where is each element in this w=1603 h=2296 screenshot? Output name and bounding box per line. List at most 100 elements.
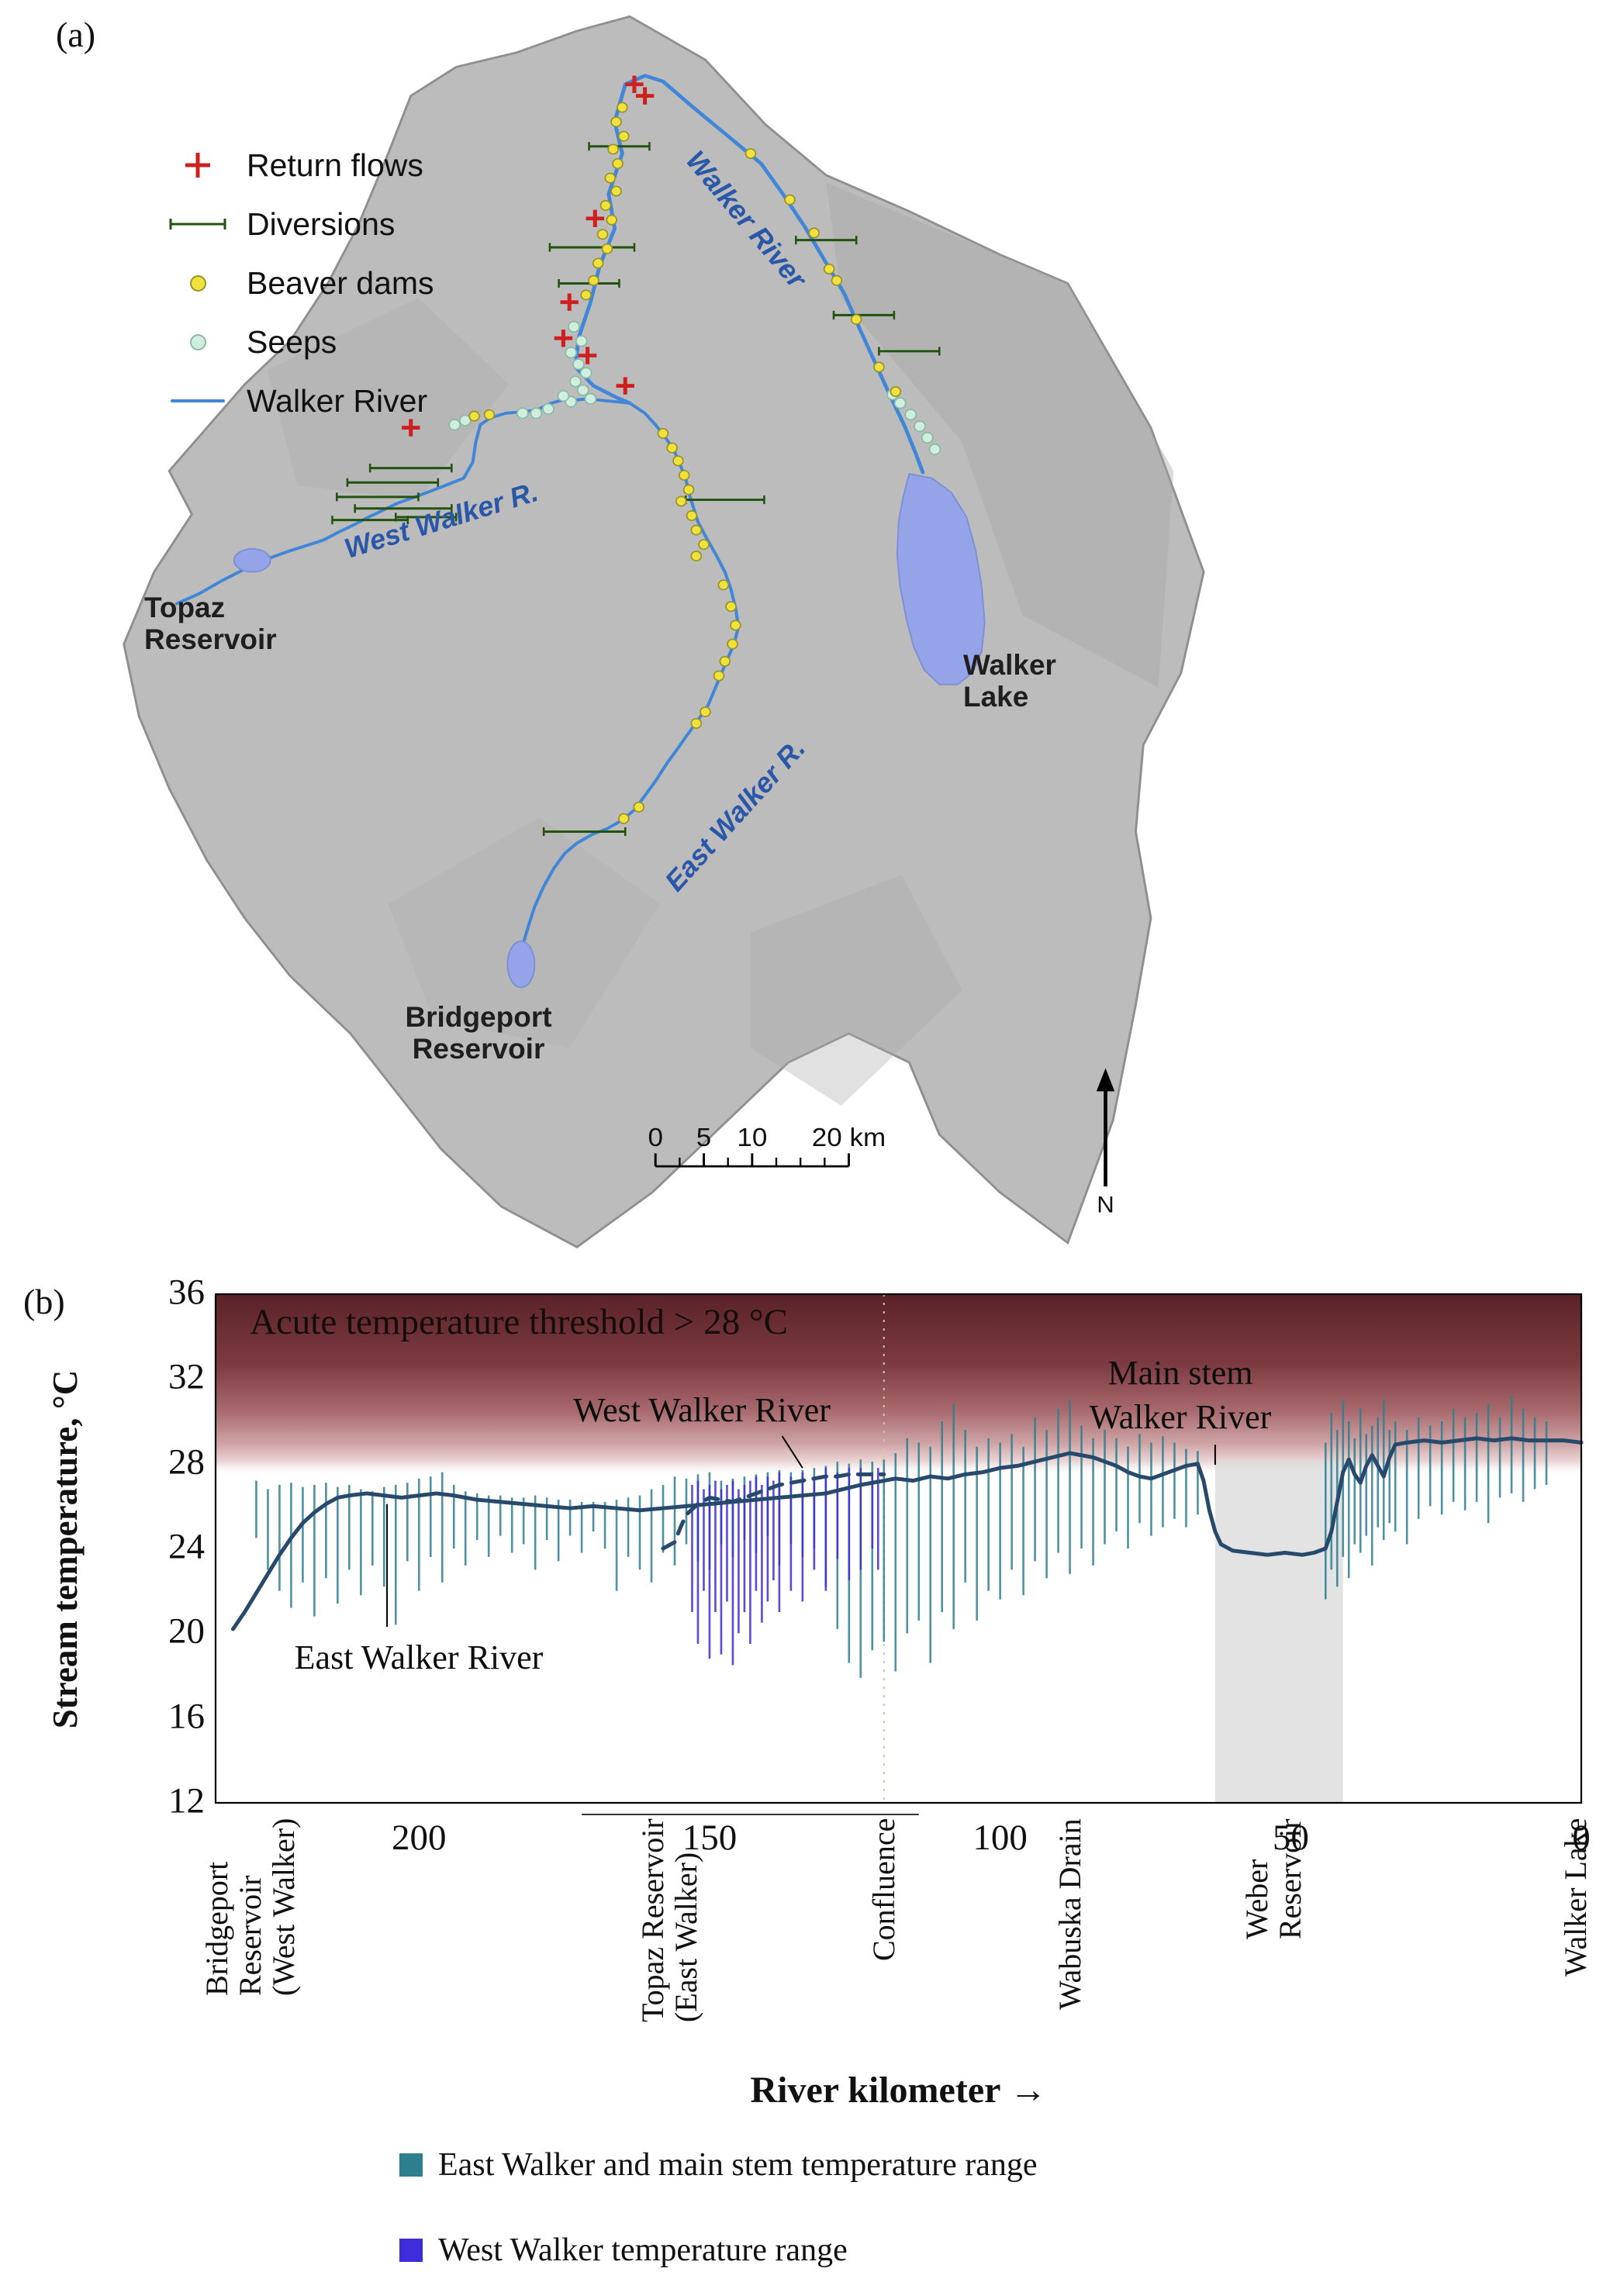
label-topaz-reservoir: Topaz Reservoir <box>144 592 277 656</box>
beaver-dam-marker <box>686 510 698 522</box>
seep-marker <box>557 390 570 402</box>
beaver-dam-marker <box>823 263 835 274</box>
beaver-dam-marker <box>727 638 738 650</box>
seep-marker <box>448 419 461 431</box>
walker-lake <box>896 472 986 685</box>
return-flow-icon <box>168 148 228 182</box>
beaver-dam-marker <box>580 289 592 301</box>
seep-marker <box>921 432 934 444</box>
legend-item-diversions: Diversions <box>168 206 434 242</box>
beaver-dam-marker <box>831 274 843 286</box>
chart-legend: East Walker and main stem temperature ra… <box>399 2146 1038 2269</box>
beaver-dam-marker <box>592 257 604 269</box>
seep-marker <box>568 320 580 333</box>
west-range-swatch <box>399 2239 423 2262</box>
beaver-dam-marker <box>682 484 695 495</box>
beaver-dam-marker <box>850 314 862 325</box>
beaver-dam-marker <box>890 386 902 398</box>
y-tick-label: 28 <box>168 1441 205 1482</box>
y-tick-label: 24 <box>168 1526 205 1567</box>
beaver-dam-marker <box>607 143 619 155</box>
legend-label: Walker River <box>247 382 428 419</box>
beaver-dam-marker <box>808 227 820 239</box>
beaver-dam-marker <box>744 148 757 160</box>
beaver-dam-marker <box>657 428 669 439</box>
station-label-confluence: Confluence <box>866 1818 902 1961</box>
x-tick-label: 50 <box>1272 1818 1309 1858</box>
beaver-dam-marker <box>730 620 741 631</box>
seep-marker <box>584 392 597 405</box>
beaver-dam-marker <box>618 813 630 824</box>
seep-marker <box>516 407 529 419</box>
beaver-dam-marker <box>719 655 731 667</box>
legend-label: Return flows <box>247 147 423 183</box>
beaver-dam-marker <box>633 801 645 813</box>
x-tick-label: 0 <box>1572 1818 1591 1858</box>
beaver-dam-marker <box>675 495 687 507</box>
seep-marker <box>530 407 543 419</box>
y-tick-label: 20 <box>168 1611 205 1652</box>
beaver-dam-icon <box>168 274 228 292</box>
beaver-dam-marker <box>606 214 618 226</box>
panel-b-letter: (b) <box>23 1282 65 1321</box>
station-label-bridgeport: Bridgeport Reservoir (West Walker) <box>199 1818 302 1996</box>
river-east <box>520 401 741 948</box>
beaver-dam-marker <box>601 243 613 254</box>
series-dashed <box>661 1472 886 1551</box>
station-label-topaz-reservoir: Topaz Reservoir (East Walker) <box>634 1818 703 2022</box>
legend-item-walker-river: Walker River <box>168 383 434 419</box>
beaver-dam-marker <box>717 579 730 591</box>
beaver-dam-marker <box>468 410 480 422</box>
beaver-dam-marker <box>596 229 609 240</box>
beaver-dam-marker <box>873 361 885 373</box>
beaver-dam-marker <box>784 194 796 205</box>
annotation-main-stem: Main stem Walker River <box>1025 1351 1335 1439</box>
station-label-weber: Weber Reservoir <box>1239 1818 1308 1939</box>
plot-border <box>214 1293 1583 1804</box>
relief-shading <box>750 875 962 1106</box>
seep-marker <box>914 420 926 433</box>
seep-marker <box>579 367 592 379</box>
chart-legend-item-west: West Walker temperature range <box>399 2232 1038 2269</box>
river-main_east <box>623 74 925 475</box>
bridgeport-reservoir <box>506 940 536 989</box>
seep-marker <box>542 402 554 415</box>
beaver-dam-marker <box>666 442 678 454</box>
beaver-dam-marker <box>588 274 599 286</box>
seep-marker <box>576 384 589 396</box>
y-axis-title: Stream temperature, °C <box>46 1369 85 1729</box>
scalebar-label: 5 <box>696 1124 711 1152</box>
beaver-dam-marker <box>618 130 630 142</box>
basin-outline <box>123 15 1205 1248</box>
chart-legend-label: West Walker temperature range <box>438 2232 848 2268</box>
beaver-dam-marker <box>713 670 725 682</box>
seep-marker <box>565 347 578 359</box>
seep-marker <box>575 335 588 347</box>
north-label: N <box>1097 1192 1114 1217</box>
x-tick-label: 100 <box>973 1818 1028 1858</box>
topaz-reservoir <box>233 547 271 573</box>
label-walker-lake: Walker Lake <box>963 649 1056 713</box>
beaver-dam-marker <box>672 455 684 467</box>
annotation-main-stem-line1: Main stem <box>1107 1354 1253 1392</box>
scalebar-label: 10 <box>737 1124 767 1152</box>
chart-legend-label: East Walker and main stem temperature ra… <box>438 2147 1038 2183</box>
seep-marker <box>904 409 917 421</box>
legend-item-seeps: Seeps <box>168 324 434 360</box>
beaver-dam-marker <box>690 551 703 562</box>
beaver-dam-marker <box>610 116 622 128</box>
scalebar-label: 20 km <box>812 1124 886 1152</box>
relief-shading <box>267 298 510 500</box>
annotation-west-walker: West Walker River <box>573 1391 831 1429</box>
beaver-dam-marker <box>690 524 703 536</box>
legend-label: Beaver dams <box>247 264 434 301</box>
y-tick-label: 16 <box>168 1695 205 1736</box>
series-solid <box>230 1436 1584 1631</box>
diversion-icon <box>168 215 228 233</box>
legend-label: Diversions <box>247 205 396 242</box>
beaver-dam-marker <box>698 539 710 551</box>
beaver-dam-marker <box>610 185 622 197</box>
chart-legend-item-east: East Walker and main stem temperature ra… <box>399 2146 1038 2184</box>
legend-item-return-flows: Return flows <box>168 147 434 183</box>
annotation-main-stem-line2: Walker River <box>1089 1398 1272 1436</box>
